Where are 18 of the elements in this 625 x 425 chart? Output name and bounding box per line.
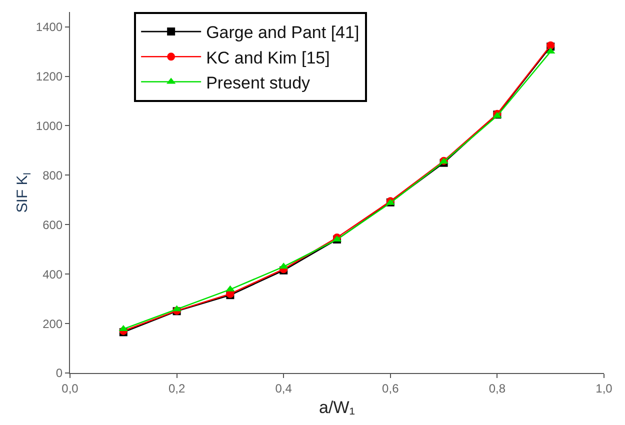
y-tick-label: 0 — [56, 366, 63, 380]
legend-label: Garge and Pant [41] — [206, 23, 360, 42]
x-tick-label: 0,0 — [62, 381, 79, 396]
x-tick-label: 0,4 — [275, 381, 292, 396]
y-tick-label: 1200 — [36, 69, 63, 84]
y-tick-label: 1000 — [36, 118, 63, 133]
x-tick-label: 0,8 — [488, 381, 506, 396]
x-tick-label: 1,0 — [596, 381, 613, 396]
legend-label: Present study — [206, 73, 311, 92]
y-tick-label: 400 — [42, 267, 63, 282]
x-tick-label: 0,2 — [168, 381, 186, 396]
legend-label: KC and Kim [15] — [206, 48, 330, 68]
x-tick-label: 0,6 — [382, 381, 400, 396]
y-tick-label: 200 — [42, 316, 63, 331]
y-tick-label: 600 — [42, 218, 63, 232]
y-tick-label: 800 — [42, 168, 63, 182]
x-axis-title: a/W₁ — [319, 398, 356, 417]
y-tick-label: 1400 — [36, 20, 63, 34]
